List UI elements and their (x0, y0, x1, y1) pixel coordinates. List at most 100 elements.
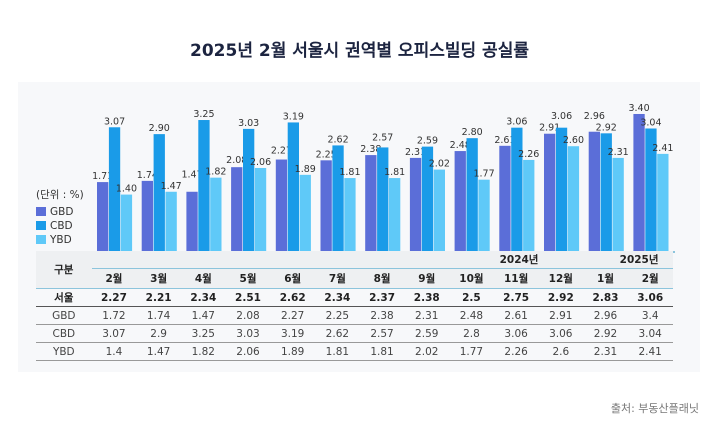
data-label: 1.40 (116, 184, 137, 195)
table-cell: 1.77 (449, 342, 494, 361)
legend-cbd: CBD (36, 220, 73, 232)
data-label: 2.96 (584, 111, 605, 122)
data-label: 2.91 (539, 123, 560, 134)
table-cell: 2.31 (404, 306, 450, 325)
month-header: 3월 (136, 268, 181, 289)
data-label: 1.47 (161, 181, 182, 192)
month-header: 9월 (404, 268, 450, 289)
bar-ybd (523, 159, 535, 251)
table-cell: 3.25 (180, 324, 226, 343)
row-label: GBD (36, 306, 92, 325)
data-label: 2.08 (226, 155, 247, 166)
bar-gbd (454, 151, 466, 251)
table-cell: 2.96 (583, 306, 628, 325)
legend-gbd: GBD (36, 206, 73, 218)
data-label: 3.40 (628, 103, 649, 114)
corner-header: 구분 (36, 251, 92, 289)
bar-cbd (198, 120, 210, 252)
bar-gbd (186, 191, 198, 251)
table-cell: 3.06 (627, 288, 673, 307)
bar-chart: 1.71 1.74 1.472.082.27 2.25 2.38 2.312.48 2.61… (36, 103, 675, 253)
table-row: 서울 2.27 2.21 2.34 2.51 2.62 2.34 2.37 2.38 2.5 2.7… (36, 288, 673, 307)
data-label: 2.26 (518, 149, 539, 160)
table-cell: 2.9 (136, 324, 181, 343)
legend-label: YBD (50, 234, 72, 246)
table-cell: 3.07 (91, 324, 137, 343)
table-cell: 2.08 (225, 306, 271, 325)
table-row: CBD 3.07 2.9 3.25 3.03 3.19 2.62 2.57 2.59 2.8 3.0… (36, 324, 673, 343)
data-label: 2.27 (271, 145, 292, 156)
table-cell: 1.89 (270, 342, 316, 361)
table-cell: 1.4 (91, 342, 137, 361)
table-cell: 3.06 (493, 324, 539, 343)
bar-ybd (478, 179, 490, 251)
data-label: 3.07 (104, 116, 125, 127)
table-cell: 2.31 (583, 342, 628, 361)
bar-cbd (511, 127, 523, 251)
table-cell: 1.72 (91, 306, 137, 325)
data-label: 1.71 (92, 171, 113, 182)
table-cell: 2.21 (136, 288, 181, 307)
legend-swatch (36, 235, 46, 244)
legend-label: CBD (50, 220, 73, 232)
data-label: 3.25 (193, 109, 214, 120)
data-label: 2.90 (149, 123, 170, 134)
data-label: 2.25 (316, 149, 337, 160)
page-title: 2025년 2월 서울시 권역별 오피스빌딩 공실률 (190, 41, 529, 61)
table-cell: 3.4 (627, 306, 673, 325)
bar-ybd (254, 167, 267, 251)
legend-swatch (36, 221, 46, 230)
data-label: 3.06 (551, 111, 572, 122)
month-header: 12월 (538, 268, 584, 289)
bar-cbd (332, 145, 344, 251)
bar-gbd (409, 157, 422, 251)
bar-cbd (421, 146, 434, 251)
unit-label: (단위 : %) (36, 189, 84, 201)
row-label: 서울 (36, 288, 92, 307)
table-cell: 2.62 (270, 288, 316, 307)
month-header: 4월 (180, 268, 226, 289)
table-cell: 2.57 (359, 324, 405, 343)
data-label: 2.02 (429, 159, 450, 170)
bar-gbd (141, 180, 153, 251)
year-header: 2024년 (91, 251, 539, 269)
table-cell: 3.04 (627, 324, 673, 343)
bar-gbd (544, 133, 556, 251)
table-cell: 2.06 (225, 342, 271, 361)
data-label: 3.03 (238, 118, 259, 129)
table-cell: 2.37 (359, 288, 405, 307)
data-label: 2.06 (250, 157, 271, 168)
bar-gbd (365, 155, 377, 251)
table-cell: 3.03 (225, 324, 271, 343)
table-cell: 1.47 (136, 342, 181, 361)
table-cell: 1.81 (359, 342, 405, 361)
data-label: 1.77 (473, 169, 494, 180)
table-cell: 2.83 (583, 288, 628, 307)
bar-ybd (433, 169, 445, 251)
legend-label: GBD (50, 206, 74, 218)
data-label: 2.48 (450, 140, 471, 151)
source-note: 출처: 부동산플래닛 (610, 402, 699, 415)
table-cell: 2.27 (91, 288, 137, 307)
row-label: CBD (36, 324, 92, 343)
month-header: 2월 (91, 268, 137, 289)
table-cell: 3.19 (270, 324, 316, 343)
bar-ybd (612, 157, 624, 251)
table-cell: 2.25 (315, 306, 360, 325)
bar-gbd (231, 167, 243, 251)
month-header: 5월 (225, 268, 271, 289)
table-cell: 2.51 (225, 288, 271, 307)
legend-swatch (36, 207, 46, 216)
table-cell: 2.59 (404, 324, 450, 343)
data-label: 2.62 (327, 134, 348, 145)
table-cell: 2.38 (404, 288, 450, 307)
data-label: 3.19 (283, 111, 304, 122)
table-cell: 2.62 (315, 324, 360, 343)
table-cell: 2.48 (449, 306, 494, 325)
table-cell: 2.41 (627, 342, 673, 361)
bar-gbd (499, 145, 511, 251)
bar-ybd (120, 194, 133, 251)
data-label: 1.47 (181, 169, 202, 180)
bar-ybd (210, 177, 222, 251)
table-cell: 1.47 (180, 306, 226, 325)
